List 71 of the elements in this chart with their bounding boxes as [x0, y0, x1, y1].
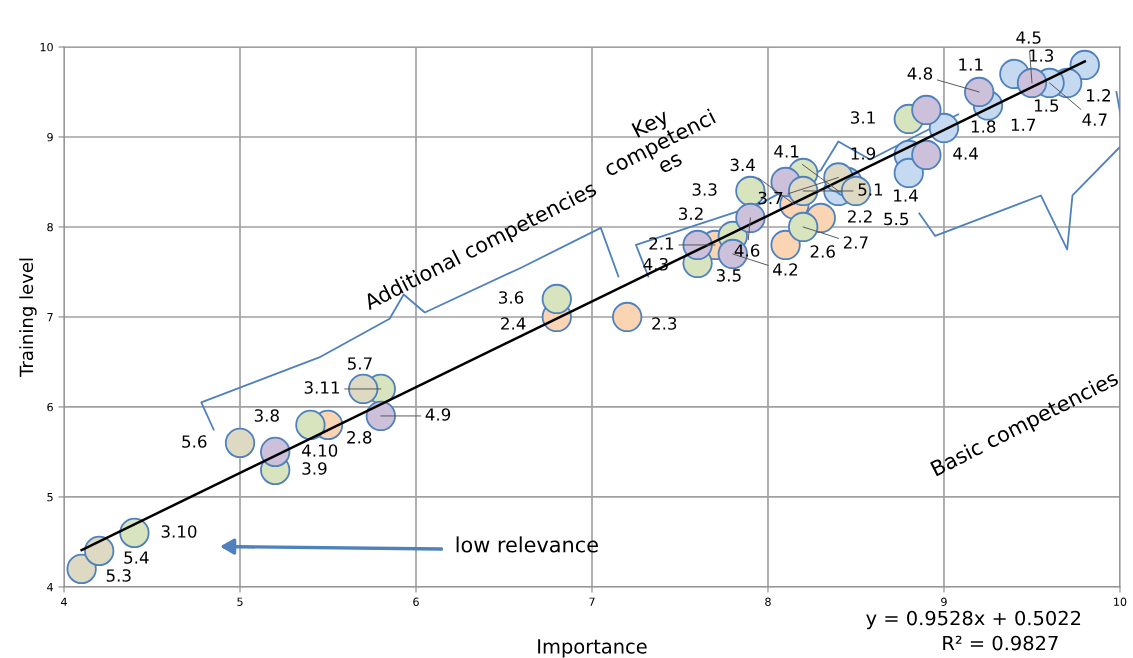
y-axis-title: Training level — [19, 258, 37, 377]
annotation: 4.2 — [773, 263, 798, 276]
point — [770, 229, 801, 261]
annotation: 3.3 — [692, 183, 717, 196]
annotation: 2.7 — [843, 236, 868, 249]
y-tick-label: 4 — [47, 583, 53, 592]
annotation: 4.9 — [425, 408, 451, 421]
annotation: 1.7 — [1011, 118, 1036, 131]
annotation: 1.8 — [971, 120, 996, 133]
annotation: 4.8 — [907, 67, 933, 80]
annotation: 2.4 — [501, 317, 526, 330]
annotation: 1.5 — [1034, 99, 1059, 112]
annotation: 4.1 — [774, 145, 799, 158]
annotation: 3.4 — [730, 158, 755, 172]
point — [541, 283, 572, 315]
text: R² = 0.9827 — [943, 635, 1058, 651]
point — [911, 139, 942, 171]
x-tick-label: 10 — [1114, 597, 1127, 606]
y-tick-label: 5 — [47, 493, 53, 502]
annotation: 2.6 — [810, 245, 835, 258]
annotation: low relevance — [456, 536, 598, 553]
annotation: 1.3 — [1029, 49, 1054, 62]
text: y = 0.9528x + 0.5022 — [866, 610, 1081, 630]
point — [295, 409, 326, 441]
annotation: 4.6 — [734, 244, 760, 257]
annotation: 1.1 — [959, 58, 983, 71]
annotation: 3.10 — [161, 525, 197, 538]
annotation: 4.10 — [302, 444, 338, 457]
annotation: 5.3 — [106, 569, 131, 582]
point — [893, 157, 924, 189]
annotation: 4.5 — [1016, 31, 1041, 44]
y-tick-label: 9 — [47, 132, 53, 142]
annotation: 3.1 — [851, 111, 875, 124]
annotation: 4.4 — [953, 147, 978, 160]
annotation: 3.8 — [254, 409, 279, 422]
annotation: 5.6 — [182, 435, 207, 448]
point — [348, 373, 379, 405]
y-tick-label: 6 — [47, 402, 53, 412]
y-tick-label: 7 — [47, 313, 53, 322]
point — [964, 76, 995, 108]
x-tick-label: 8 — [765, 597, 771, 606]
annotation: 2.1 — [649, 237, 674, 250]
x-tick-label: 5 — [237, 597, 243, 606]
annotation: 2.2 — [848, 210, 872, 223]
x-tick-label: 9 — [941, 597, 947, 606]
x-axis-title: Importance — [538, 639, 647, 658]
point — [788, 211, 819, 243]
annotation: 5.7 — [347, 357, 372, 370]
y-tick-label: 10 — [40, 42, 53, 52]
annotation: 5.4 — [124, 551, 149, 564]
annotation: 3.6 — [499, 291, 524, 304]
annotation: 3.5 — [716, 269, 741, 282]
annotation: 2.8 — [347, 431, 372, 444]
y-tick-label: 8 — [47, 222, 53, 232]
point — [66, 553, 97, 585]
point — [84, 535, 115, 567]
annotation: 4.3 — [643, 257, 668, 271]
point — [224, 427, 256, 459]
x-tick-label: 7 — [589, 597, 595, 606]
point — [612, 301, 643, 333]
annotation: 5.5 — [884, 212, 909, 226]
x-tick-label: 4 — [61, 597, 67, 606]
annotation: 1.4 — [894, 189, 918, 202]
annotation: 3.9 — [302, 462, 327, 475]
annotation: 3.2 — [679, 207, 703, 221]
annotation: 4.7 — [1082, 113, 1107, 126]
annotation: 2.3 — [652, 317, 677, 330]
point — [911, 94, 942, 126]
annotation: 3.11 — [304, 381, 340, 394]
annotation: 1.2 — [1087, 89, 1111, 102]
x-tick-label: 6 — [413, 597, 419, 606]
